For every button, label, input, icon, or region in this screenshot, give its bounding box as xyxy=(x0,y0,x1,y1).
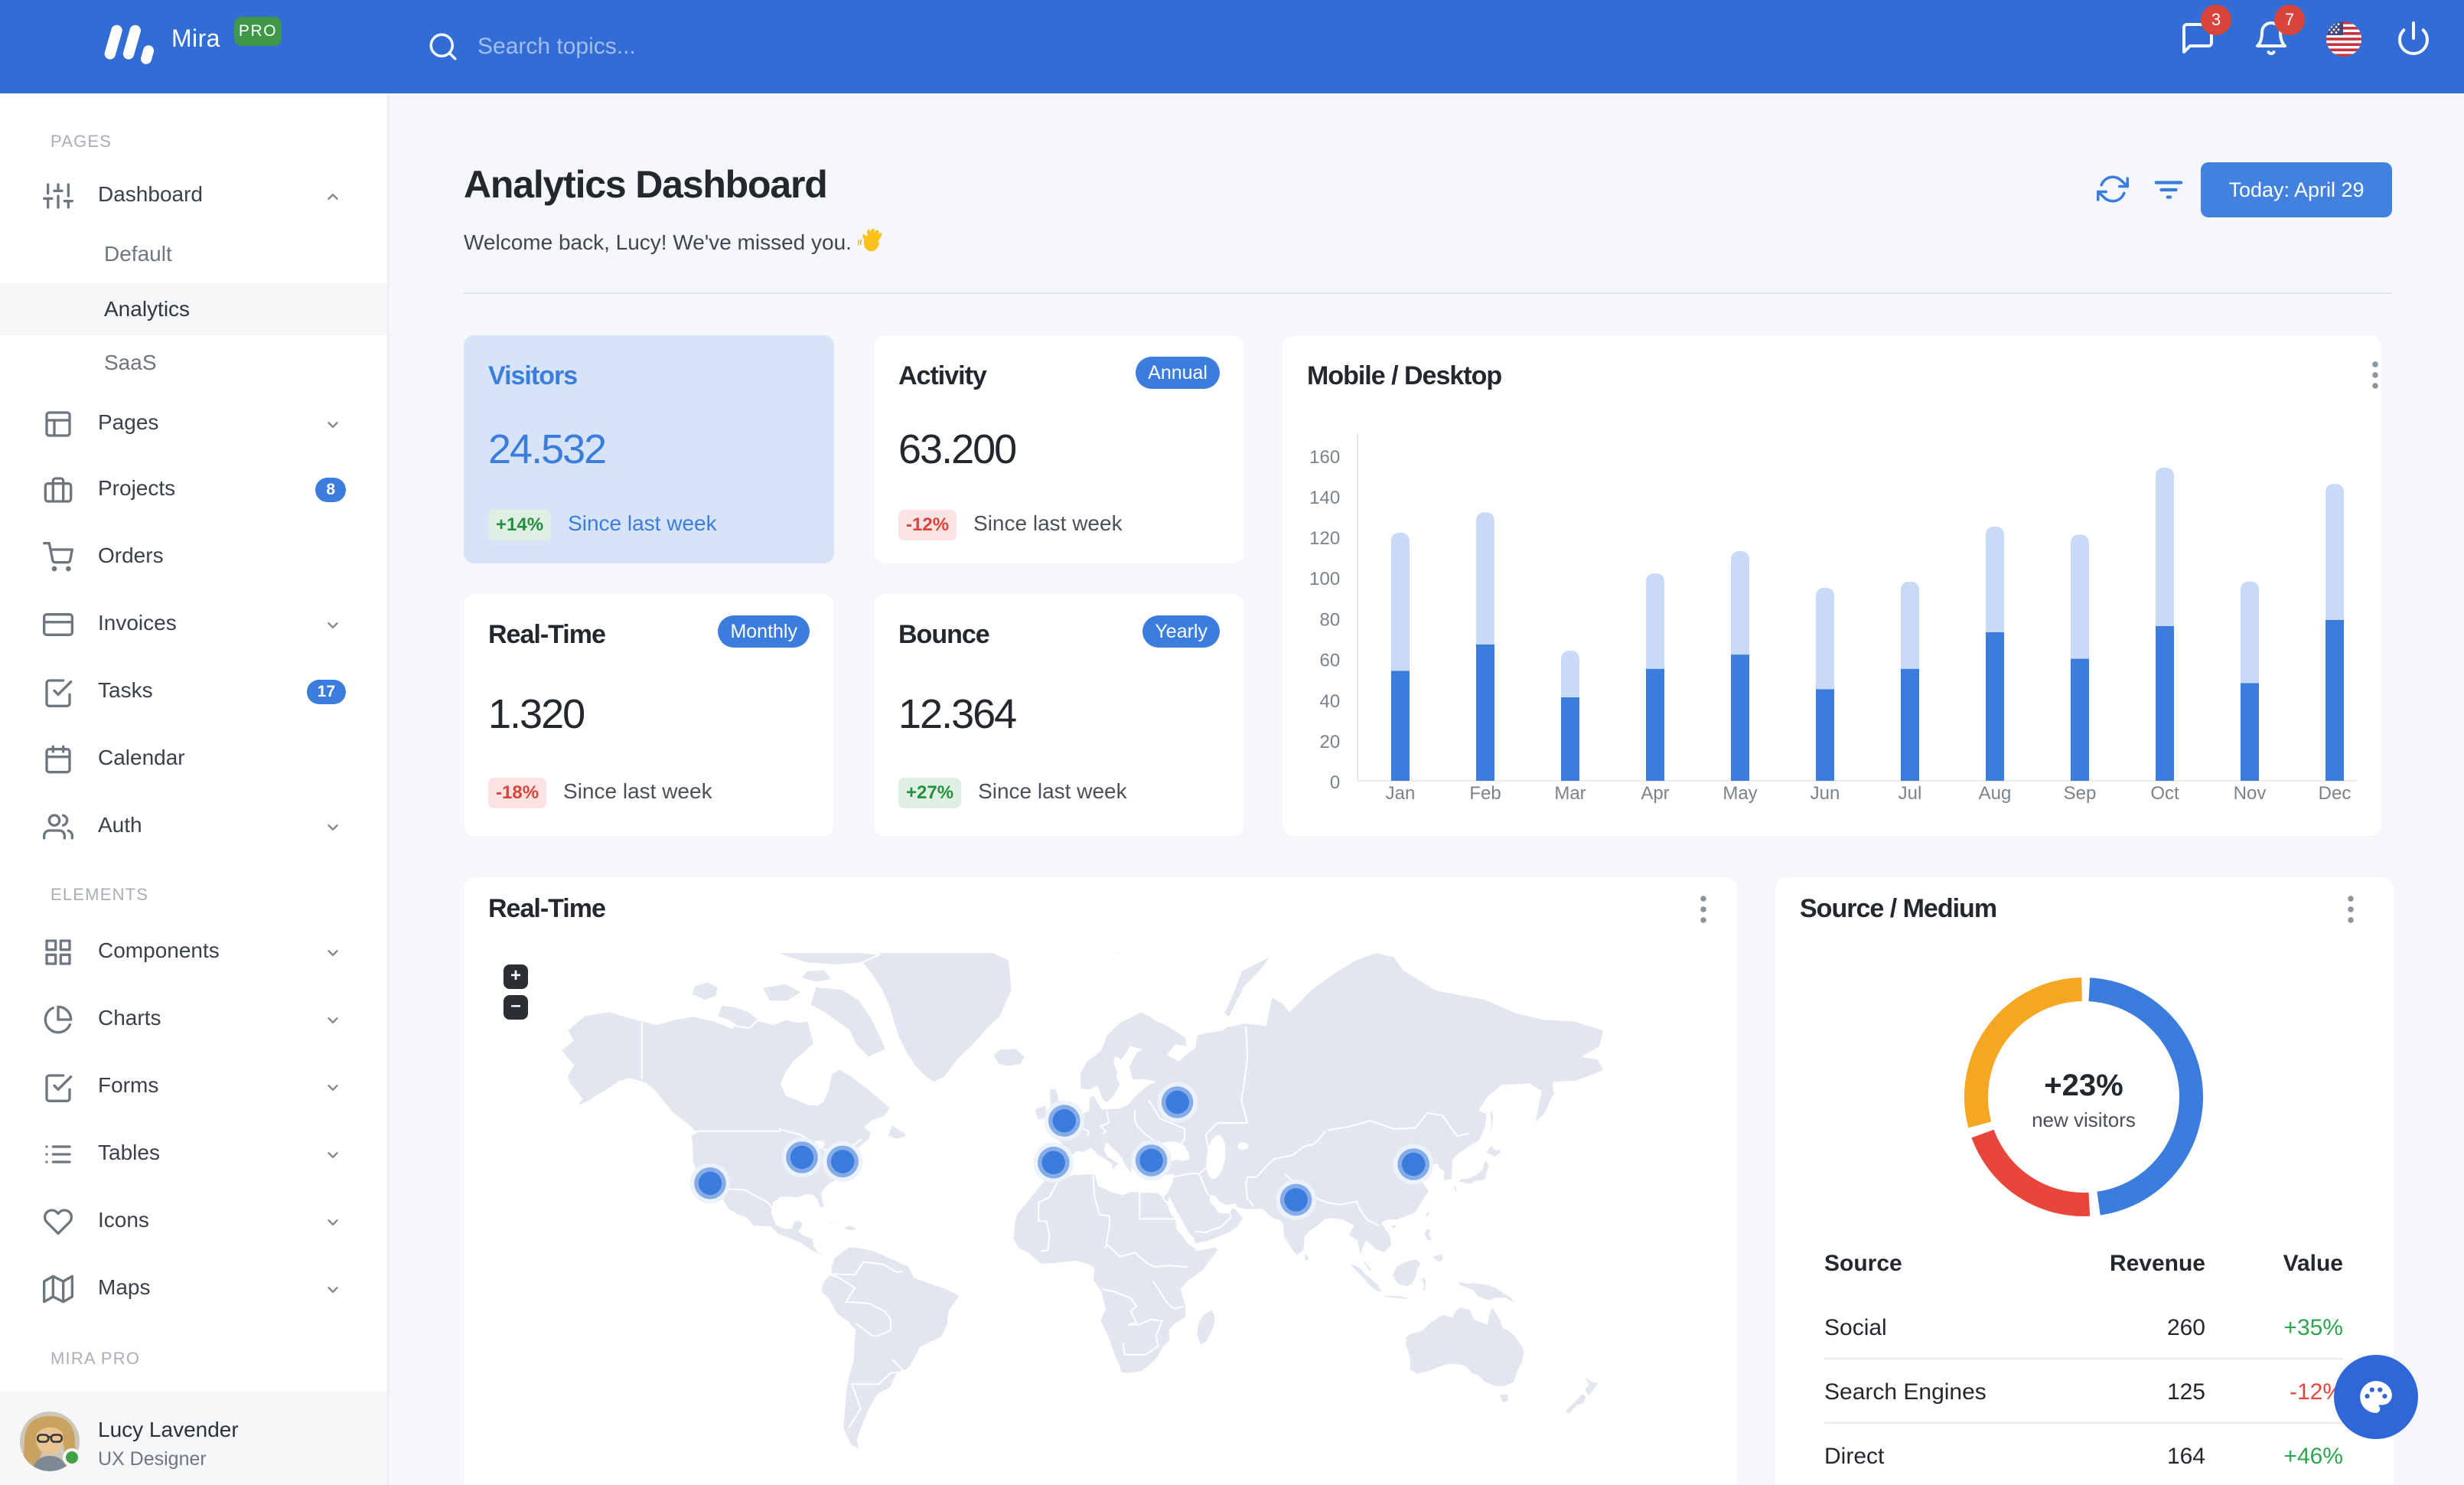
svg-text:160: 160 xyxy=(1309,447,1340,468)
svg-text:Jul: Jul xyxy=(1899,783,1922,804)
svg-text:20: 20 xyxy=(1319,732,1340,752)
svg-text:Mar: Mar xyxy=(1554,783,1586,804)
svg-text:Feb: Feb xyxy=(1469,783,1501,804)
svg-text:Dec: Dec xyxy=(2319,783,2352,804)
svg-text:Nov: Nov xyxy=(2234,783,2267,804)
svg-text:120: 120 xyxy=(1309,528,1340,549)
svg-text:40: 40 xyxy=(1319,691,1340,712)
svg-text:May: May xyxy=(1723,783,1757,804)
svg-text:0: 0 xyxy=(1330,772,1340,793)
svg-text:Jan: Jan xyxy=(1386,783,1416,804)
svg-text:Apr: Apr xyxy=(1641,783,1669,804)
svg-text:140: 140 xyxy=(1309,488,1340,508)
svg-text:60: 60 xyxy=(1319,651,1340,671)
svg-text:Aug: Aug xyxy=(1979,783,2012,804)
svg-text:100: 100 xyxy=(1309,569,1340,589)
svg-text:Oct: Oct xyxy=(2150,783,2179,804)
svg-text:Jun: Jun xyxy=(1811,783,1840,804)
svg-text:Sep: Sep xyxy=(2064,783,2097,804)
svg-text:80: 80 xyxy=(1319,609,1340,630)
